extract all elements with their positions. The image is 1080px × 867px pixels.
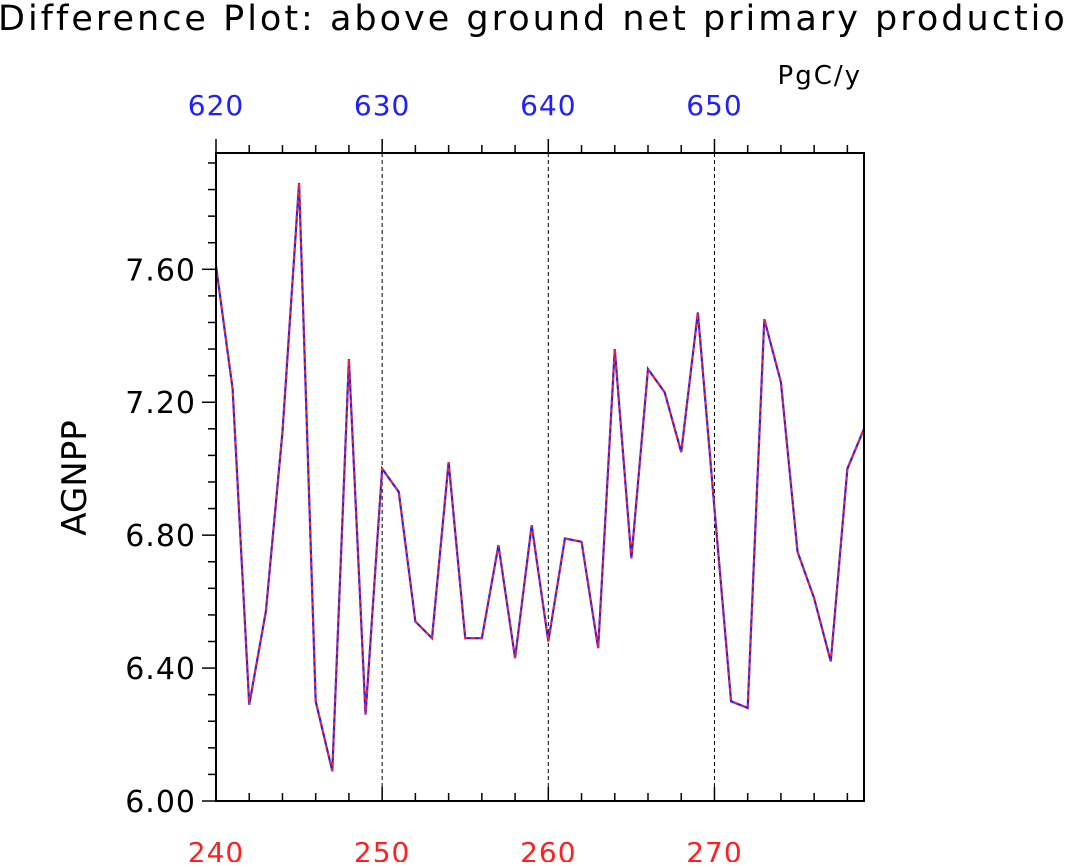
x-tick-label: 260 bbox=[520, 836, 576, 862]
y-tick-label: 7.20 bbox=[125, 386, 196, 421]
top-x-tick-label: 630 bbox=[354, 89, 410, 122]
y-axis-label: AGNPP bbox=[55, 420, 95, 535]
tick-labels: 240 250 260 270 620 630 640 650 6.00 6.40 6.80 7.20… bbox=[125, 89, 742, 867]
series-line-red-dashed bbox=[215, 182, 865, 772]
y-tick-label: 6.80 bbox=[125, 519, 196, 554]
x-tick-label: 240 bbox=[188, 836, 244, 862]
series-line-blue bbox=[214, 182, 866, 772]
top-x-tick-label: 620 bbox=[188, 89, 244, 122]
x-tick-label: 270 bbox=[686, 836, 742, 862]
chart-title: Difference Plot: above ground net primar… bbox=[0, 0, 1068, 39]
y-tick-label: 6.00 bbox=[125, 785, 196, 820]
y-tick-label: 6.40 bbox=[125, 652, 196, 687]
y-tick-label: 7.60 bbox=[125, 253, 196, 288]
tick-marks bbox=[202, 139, 849, 802]
x-tick-label: 250 bbox=[354, 836, 410, 862]
plot-frame bbox=[215, 152, 865, 802]
grid-lines bbox=[381, 153, 715, 801]
series-layer bbox=[214, 182, 866, 772]
units-label: PgC/y bbox=[778, 61, 862, 91]
top-x-tick-label: 650 bbox=[686, 89, 742, 122]
top-x-tick-label: 640 bbox=[520, 89, 576, 122]
